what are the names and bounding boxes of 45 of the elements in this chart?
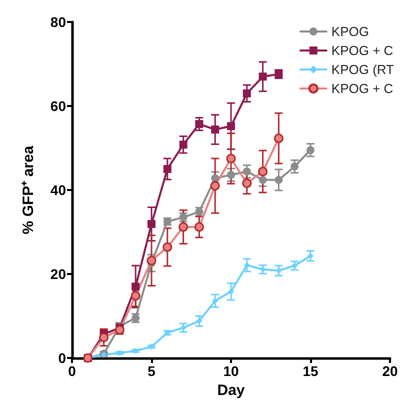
point xyxy=(242,178,252,188)
point xyxy=(211,174,220,182)
point xyxy=(242,89,251,98)
point xyxy=(179,140,188,149)
x-axis-title: Day xyxy=(217,382,246,399)
point xyxy=(258,166,268,176)
legend-label: KPOG + C xyxy=(331,43,394,58)
y-tick-label: 20 xyxy=(50,266,66,282)
point xyxy=(242,168,251,176)
point xyxy=(130,291,140,301)
point xyxy=(274,176,283,184)
point xyxy=(132,282,140,291)
x-tick-label: 20 xyxy=(382,363,398,379)
point xyxy=(195,120,204,128)
y-tick-label: 0 xyxy=(58,350,66,366)
x-tick-label: 10 xyxy=(223,363,239,379)
legend-label: KPOG (RT xyxy=(331,62,394,77)
legend-label: KPOG xyxy=(331,24,369,39)
y-tick-label: 40 xyxy=(50,182,66,198)
point xyxy=(194,222,204,232)
y-axis-title: % GFP⁺ area xyxy=(20,145,37,234)
x-tick-label: 0 xyxy=(68,363,76,379)
point xyxy=(132,348,139,354)
point xyxy=(148,220,156,228)
point xyxy=(226,154,236,164)
point xyxy=(210,181,220,191)
y-tick-label: 60 xyxy=(50,98,66,114)
point xyxy=(146,256,156,266)
point xyxy=(274,134,284,144)
point xyxy=(163,165,172,173)
point xyxy=(178,222,188,232)
legend-label: KPOG + C xyxy=(331,81,394,96)
point xyxy=(99,332,109,342)
point xyxy=(227,122,235,130)
point xyxy=(306,146,314,154)
x-tick-label: 15 xyxy=(302,363,318,379)
point xyxy=(162,242,172,252)
point xyxy=(258,72,267,81)
point xyxy=(211,126,220,134)
x-tick-label: 5 xyxy=(148,363,156,379)
point xyxy=(258,176,267,184)
point xyxy=(164,330,170,336)
point xyxy=(290,162,299,170)
point xyxy=(227,170,235,179)
y-tick-label: 80 xyxy=(50,14,66,30)
